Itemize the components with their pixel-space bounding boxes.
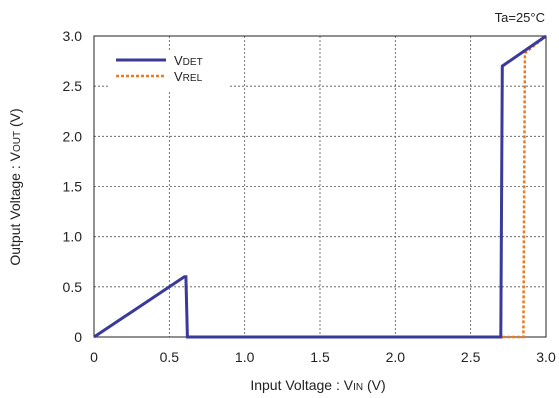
legend-label-main: V xyxy=(174,69,183,84)
x-tick-label: 1.0 xyxy=(235,349,255,365)
x-axis-title: Input Voltage : VIN (V) xyxy=(250,377,385,393)
y-tick-label: 0.5 xyxy=(63,279,83,295)
x-tick-label: 3.0 xyxy=(536,349,556,365)
y-axis-title-main: Output Voltage : V xyxy=(7,151,23,265)
x-tick-label: 2.5 xyxy=(461,349,481,365)
legend-label-vrel: VREL xyxy=(174,69,203,84)
legend-background xyxy=(110,50,230,90)
x-tick-label: 0.5 xyxy=(160,349,180,365)
y-axis-title: Output Voltage : VOUT (V) xyxy=(7,108,23,265)
legend-label-sub: REL xyxy=(183,73,203,84)
x-tick-label: 1.5 xyxy=(310,349,330,365)
y-tick-label: 0 xyxy=(74,329,82,345)
x-axis-title-main: Input Voltage : V xyxy=(250,377,353,393)
legend-label-main: V xyxy=(174,53,183,68)
x-tick-labels: 0 0.5 1.0 1.5 2.0 2.5 3.0 xyxy=(90,349,556,365)
series-line-vdet xyxy=(93,34,547,339)
y-tick-label: 1.0 xyxy=(63,229,83,245)
series-lines xyxy=(93,34,547,339)
y-tick-label: 1.5 xyxy=(63,179,83,195)
y-tick-label: 2.5 xyxy=(63,78,83,94)
y-tick-label: 2.0 xyxy=(63,128,83,144)
y-axis-title-sub: OUT xyxy=(12,131,23,152)
y-axis-title-suffix: (V) xyxy=(7,108,23,131)
legend-label-sub: DET xyxy=(183,57,203,68)
annotation-ta: Ta=25°C xyxy=(495,10,545,25)
grid-lines xyxy=(94,36,546,337)
y-tick-label: 3.0 xyxy=(63,28,83,44)
x-tick-label: 0 xyxy=(90,349,98,365)
x-axis-title-suffix: (V) xyxy=(363,377,386,393)
legend-label-vdet: VDET xyxy=(174,53,203,68)
x-tick-label: 2.0 xyxy=(386,349,406,365)
x-axis-title-sub: IN xyxy=(353,382,363,393)
y-tick-labels: 0 0.5 1.0 1.5 2.0 2.5 3.0 xyxy=(63,28,83,345)
